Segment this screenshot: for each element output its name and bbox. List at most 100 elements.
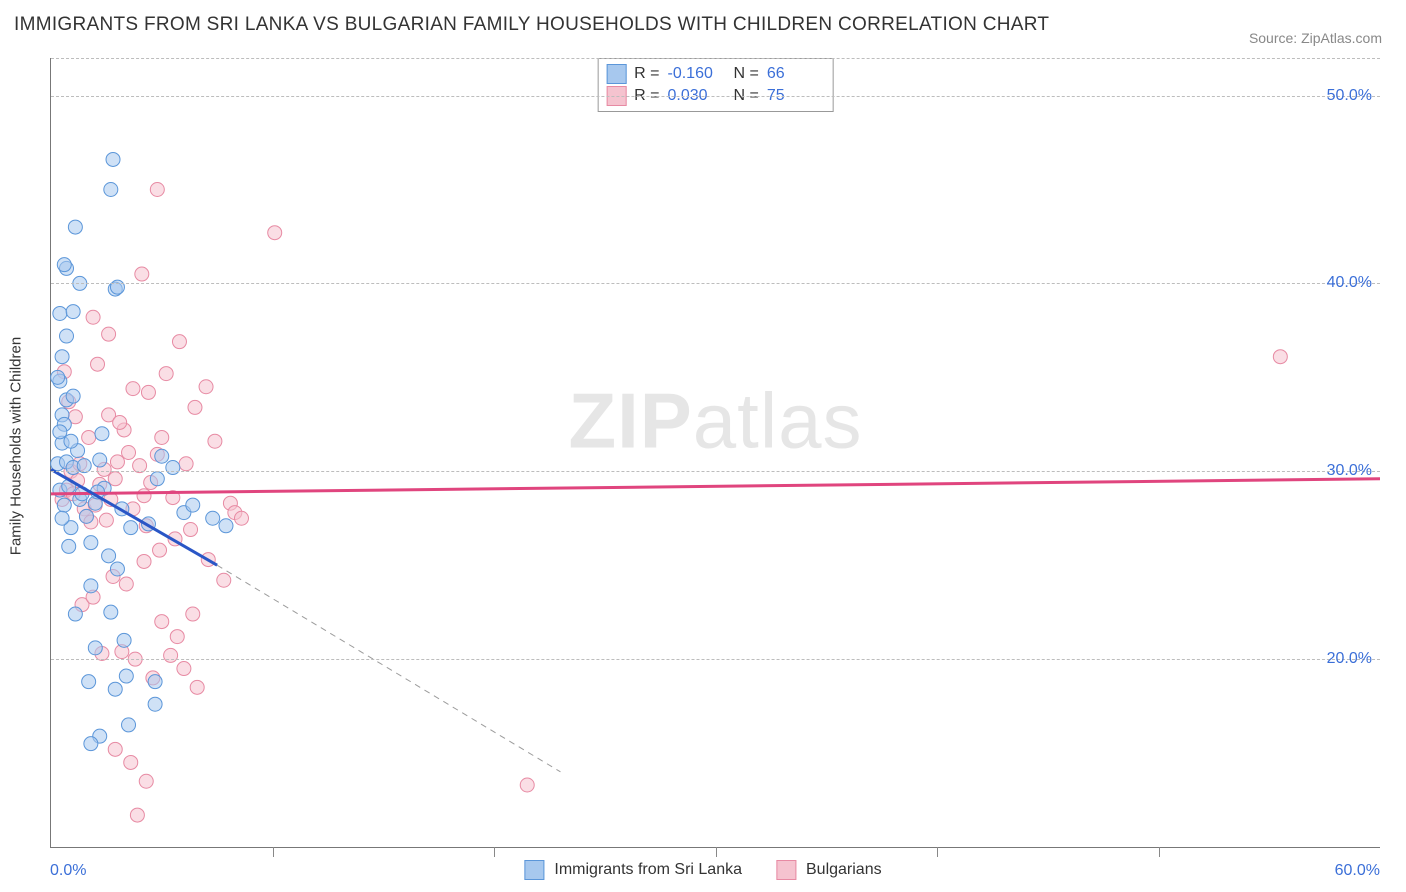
legend-swatch-a bbox=[606, 64, 626, 84]
scatter-point bbox=[117, 633, 131, 647]
x-max-label: 60.0% bbox=[1335, 862, 1380, 880]
legend-label-b: Bulgarians bbox=[806, 861, 882, 879]
y-tick-label: 50.0% bbox=[1327, 87, 1372, 105]
scatter-point bbox=[217, 573, 231, 587]
stat-r-label-a: R = bbox=[634, 63, 659, 85]
scatter-point bbox=[110, 455, 124, 469]
scatter-point bbox=[170, 630, 184, 644]
y-tick-label: 20.0% bbox=[1327, 650, 1372, 668]
scatter-point bbox=[155, 430, 169, 444]
scatter-point bbox=[164, 648, 178, 662]
scatter-point bbox=[104, 605, 118, 619]
x-tick bbox=[494, 847, 495, 857]
scatter-point bbox=[148, 675, 162, 689]
scatter-point bbox=[155, 449, 169, 463]
scatter-point bbox=[110, 562, 124, 576]
scatter-point bbox=[199, 380, 213, 394]
scatter-point bbox=[102, 549, 116, 563]
x-tick bbox=[1159, 847, 1160, 857]
scatter-point bbox=[124, 521, 138, 535]
scatter-point bbox=[53, 425, 67, 439]
scatter-point bbox=[139, 774, 153, 788]
scatter-point bbox=[137, 554, 151, 568]
trend-line bbox=[51, 469, 217, 565]
legend-bottom: Immigrants from Sri Lanka Bulgarians bbox=[524, 860, 881, 880]
scatter-point bbox=[84, 579, 98, 593]
scatter-point bbox=[126, 382, 140, 396]
scatter-point bbox=[113, 415, 127, 429]
scatter-point bbox=[82, 430, 96, 444]
source-label: Source: ZipAtlas.com bbox=[1249, 30, 1382, 46]
scatter-point bbox=[188, 400, 202, 414]
scatter-point bbox=[122, 446, 136, 460]
stat-n-value-a: 66 bbox=[767, 63, 825, 85]
scatter-point bbox=[122, 718, 136, 732]
chart-title: IMMIGRANTS FROM SRI LANKA VS BULGARIAN F… bbox=[14, 14, 1049, 36]
scatter-point bbox=[1273, 350, 1287, 364]
scatter-point bbox=[88, 641, 102, 655]
scatter-point bbox=[108, 472, 122, 486]
grid-line bbox=[51, 283, 1380, 284]
scatter-point bbox=[93, 453, 107, 467]
scatter-point bbox=[64, 434, 78, 448]
scatter-point bbox=[177, 662, 191, 676]
scatter-point bbox=[159, 367, 173, 381]
scatter-point bbox=[219, 519, 233, 533]
scatter-point bbox=[108, 682, 122, 696]
x-tick bbox=[937, 847, 938, 857]
stat-r-value-a: -0.160 bbox=[668, 63, 726, 85]
grid-line bbox=[51, 58, 1380, 59]
trend-line bbox=[51, 479, 1380, 494]
plot-svg bbox=[51, 58, 1380, 847]
plot-area: ZIPatlas R = -0.160 N = 66 R = 0.030 N =… bbox=[50, 58, 1380, 848]
scatter-point bbox=[206, 511, 220, 525]
legend-swatch-a2 bbox=[524, 860, 544, 880]
scatter-point bbox=[60, 329, 74, 343]
legend-label-a: Immigrants from Sri Lanka bbox=[554, 861, 742, 879]
scatter-point bbox=[124, 755, 138, 769]
scatter-point bbox=[119, 577, 133, 591]
scatter-point bbox=[153, 543, 167, 557]
scatter-point bbox=[166, 461, 180, 475]
scatter-point bbox=[84, 737, 98, 751]
grid-line bbox=[51, 471, 1380, 472]
x-tick bbox=[716, 847, 717, 857]
legend-stats: R = -0.160 N = 66 R = 0.030 N = 75 bbox=[597, 58, 834, 112]
scatter-point bbox=[234, 511, 248, 525]
scatter-point bbox=[520, 778, 534, 792]
scatter-point bbox=[179, 457, 193, 471]
scatter-point bbox=[66, 305, 80, 319]
scatter-point bbox=[55, 511, 69, 525]
scatter-point bbox=[150, 183, 164, 197]
legend-swatch-b2 bbox=[776, 860, 796, 880]
scatter-point bbox=[119, 669, 133, 683]
stat-n-label-a: N = bbox=[734, 63, 759, 85]
scatter-point bbox=[150, 472, 164, 486]
scatter-point bbox=[186, 607, 200, 621]
scatter-point bbox=[68, 220, 82, 234]
scatter-point bbox=[108, 742, 122, 756]
scatter-point bbox=[51, 370, 65, 384]
y-tick-label: 30.0% bbox=[1327, 462, 1372, 480]
scatter-point bbox=[110, 280, 124, 294]
scatter-point bbox=[102, 327, 116, 341]
scatter-point bbox=[79, 509, 93, 523]
scatter-point bbox=[104, 183, 118, 197]
chart-container: IMMIGRANTS FROM SRI LANKA VS BULGARIAN F… bbox=[0, 0, 1406, 892]
grid-line bbox=[51, 659, 1380, 660]
scatter-point bbox=[57, 498, 71, 512]
scatter-point bbox=[172, 335, 186, 349]
scatter-point bbox=[57, 258, 71, 272]
scatter-point bbox=[268, 226, 282, 240]
scatter-point bbox=[190, 680, 204, 694]
y-tick-label: 40.0% bbox=[1327, 274, 1372, 292]
scatter-point bbox=[53, 306, 67, 320]
scatter-point bbox=[84, 536, 98, 550]
scatter-point bbox=[66, 389, 80, 403]
scatter-point bbox=[137, 489, 151, 503]
scatter-point bbox=[148, 697, 162, 711]
scatter-point bbox=[135, 267, 149, 281]
scatter-point bbox=[208, 434, 222, 448]
scatter-point bbox=[68, 607, 82, 621]
scatter-point bbox=[184, 523, 198, 537]
